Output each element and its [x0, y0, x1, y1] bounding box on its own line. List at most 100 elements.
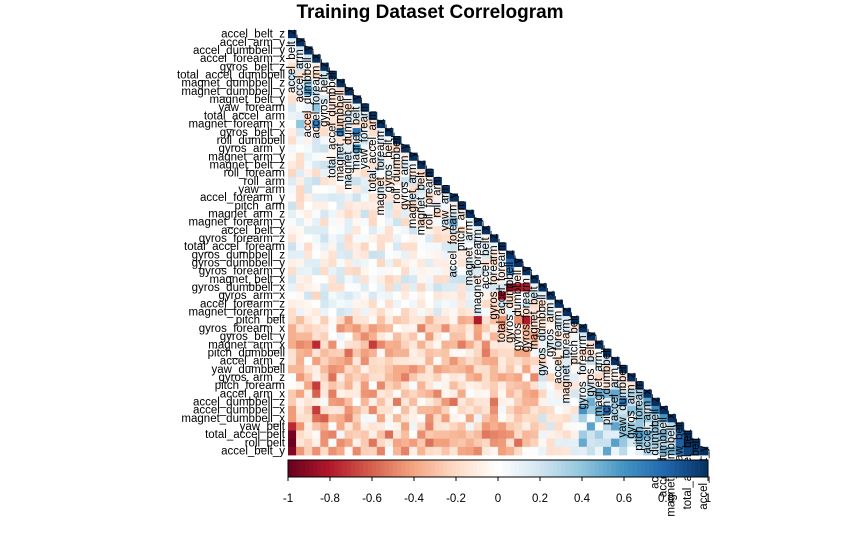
correlation-cell [401, 267, 410, 276]
correlation-cell [368, 397, 378, 407]
correlation-cell [473, 389, 483, 399]
correlation-cell [481, 414, 491, 423]
correlation-cell [336, 103, 345, 113]
correlation-cell [328, 324, 337, 333]
correlation-cell [651, 430, 660, 440]
diagonal-cell [473, 217, 483, 227]
correlation-cell [393, 258, 402, 268]
correlation-cell [288, 307, 297, 317]
colorbar-segment [359, 460, 364, 477]
correlation-cell [352, 144, 362, 153]
correlation-cell [336, 283, 345, 292]
correlation-cell [401, 348, 410, 358]
colorbar-segment [393, 460, 398, 477]
correlation-cell [417, 226, 426, 235]
correlation-cell [304, 389, 313, 399]
correlation-cell [401, 201, 410, 211]
correlation-cell [530, 446, 539, 456]
correlation-cell [627, 397, 636, 407]
correlation-cell [352, 340, 362, 350]
colorbar-segment [556, 460, 562, 477]
correlation-cell [594, 356, 604, 366]
correlation-cell [489, 414, 499, 423]
correlation-cell [401, 316, 410, 325]
correlation-cell [425, 177, 434, 186]
correlation-cell [417, 373, 426, 382]
correlation-cell [611, 438, 620, 448]
correlation-cell [393, 430, 402, 440]
colorbar-segment [325, 460, 331, 477]
colorbar-segment [451, 460, 457, 477]
correlation-cell [489, 422, 499, 431]
correlation-cell [352, 160, 362, 170]
correlation-cell [627, 446, 636, 456]
correlation-cell [619, 422, 628, 431]
correlation-cell [586, 373, 596, 382]
correlation-cell [498, 267, 507, 276]
correlation-cell [384, 397, 394, 407]
diagonal-cell [538, 283, 547, 292]
correlation-cell [296, 177, 305, 186]
correlation-cell [627, 381, 636, 391]
correlation-cell [384, 267, 394, 276]
correlation-cell [376, 185, 386, 194]
column-label: magnet_arm_z [464, 209, 476, 286]
correlation-cell [465, 299, 475, 309]
correlation-cell [344, 381, 354, 391]
correlation-cell [643, 414, 652, 423]
correlation-cell [538, 299, 547, 309]
correlation-cell [433, 340, 442, 350]
correlation-cell [336, 307, 345, 317]
correlation-cell [344, 258, 354, 268]
correlation-cell [465, 438, 475, 448]
correlation-cell [409, 438, 418, 448]
correlation-cell [514, 373, 523, 382]
correlation-cell [288, 414, 297, 423]
correlation-cell [659, 438, 669, 448]
correlation-cell [344, 340, 354, 350]
correlation-cell [554, 348, 564, 358]
correlation-cell [312, 70, 321, 80]
correlation-cell [481, 324, 491, 333]
correlation-cell [498, 332, 507, 341]
correlation-cell [352, 389, 362, 399]
correlation-cell [352, 193, 362, 203]
correlation-cell [296, 144, 305, 153]
correlation-cell [320, 324, 329, 333]
correlation-cell [320, 87, 329, 96]
colorbar-segment [351, 460, 356, 477]
diagonal-cell [570, 316, 580, 325]
colorbar-segment [506, 460, 511, 477]
correlation-cell [506, 267, 515, 276]
correlation-cell [546, 340, 555, 350]
correlation-cell [498, 405, 507, 415]
correlation-cell [425, 332, 434, 341]
correlation-cell [409, 389, 418, 399]
correlation-cell [360, 316, 370, 325]
correlation-cell [506, 356, 515, 366]
colorbar-segment [422, 460, 427, 477]
colorbar-segment [342, 460, 348, 477]
correlation-cell [328, 250, 337, 260]
correlation-cell [296, 299, 305, 309]
colorbar-segment [376, 460, 381, 477]
correlation-cell [393, 446, 402, 456]
diagonal-cell [586, 332, 596, 341]
correlation-cell [368, 185, 378, 194]
correlation-cell [489, 405, 499, 415]
correlation-cell [530, 316, 539, 325]
correlation-cell [449, 283, 459, 292]
row-label: gyros_forearm_x [199, 323, 286, 335]
row-label: pitch_dumbbell [208, 347, 285, 359]
correlation-cell [441, 365, 450, 374]
correlation-cell [659, 446, 669, 456]
correlation-cell [433, 209, 442, 219]
correlation-cell [393, 381, 402, 391]
correlation-cell [393, 201, 402, 211]
correlation-cell [296, 185, 305, 194]
correlation-cell [304, 275, 313, 284]
correlation-cell [489, 332, 499, 341]
correlation-cell [465, 291, 475, 301]
correlation-cell [368, 340, 378, 350]
correlation-cell [530, 397, 539, 407]
